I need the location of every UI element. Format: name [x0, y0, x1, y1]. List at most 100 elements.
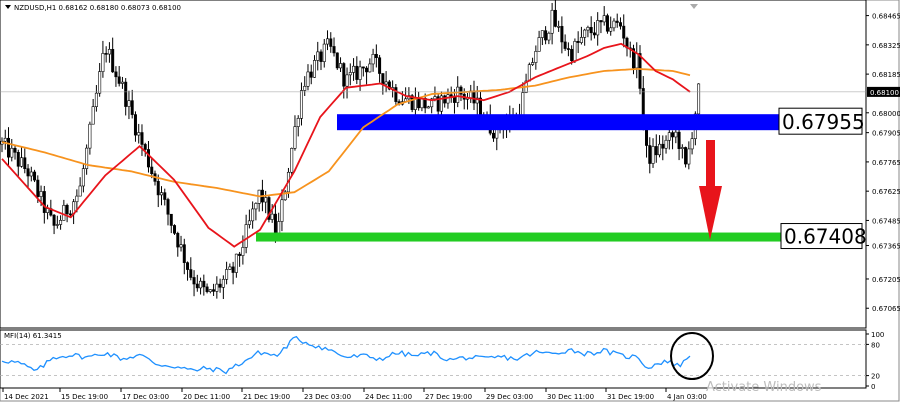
- mfi-panel[interactable]: [0, 329, 867, 389]
- arrow-group: [699, 140, 722, 240]
- scroll-marker-icon[interactable]: [690, 4, 698, 9]
- candle-body: [166, 199, 170, 215]
- candle-body: [394, 87, 398, 102]
- candle-body: [527, 64, 531, 82]
- candle-body: [101, 53, 105, 72]
- candle-body: [98, 71, 102, 94]
- candle-body: [264, 197, 268, 203]
- candle-body: [306, 71, 310, 87]
- candle-body: [446, 94, 450, 104]
- candle-body: [361, 66, 365, 69]
- time-tick-label: 27 Dec 19:00: [425, 393, 472, 401]
- candle-body: [537, 37, 541, 52]
- candle-body: [615, 20, 619, 23]
- time-tick-label: 17 Dec 03:00: [122, 393, 169, 401]
- candle-body: [697, 83, 701, 115]
- candle-body: [280, 199, 284, 222]
- candle-body: [160, 192, 164, 196]
- candle-body: [117, 76, 121, 84]
- candle-body: [550, 9, 554, 34]
- candle-body: [182, 244, 186, 263]
- candle-body: [234, 253, 238, 273]
- price-tick-label: 0.67065: [872, 305, 900, 313]
- candle-body: [384, 81, 388, 85]
- candle-body: [664, 139, 668, 149]
- candle-body: [475, 97, 479, 104]
- candle-body: [326, 38, 330, 45]
- ma-slow-line: [1, 67, 691, 198]
- candle-body: [570, 48, 574, 61]
- candle-body: [10, 147, 14, 158]
- candle-body: [534, 51, 538, 63]
- candle-body: [88, 123, 92, 149]
- candle-body: [352, 65, 356, 73]
- time-tick-label: 21 Dec 19:00: [243, 393, 290, 401]
- candle-body: [654, 146, 658, 156]
- time-tick-label: 14 Dec 2021: [4, 393, 49, 401]
- candle-body: [381, 73, 385, 85]
- candle-body: [137, 132, 141, 136]
- candle-body: [111, 49, 115, 73]
- candle-body: [52, 214, 56, 226]
- candle-body: [586, 27, 590, 31]
- candle-body: [199, 280, 203, 289]
- candle-body: [16, 152, 20, 167]
- candle-body: [560, 26, 564, 43]
- level-label-box: [780, 223, 863, 250]
- candle-body: [228, 266, 232, 270]
- candle-body: [130, 100, 134, 115]
- time-tick-label: 24 Dec 11:00: [365, 393, 412, 401]
- candle-body: [635, 53, 639, 69]
- candle-body: [186, 262, 190, 270]
- candle-body: [205, 286, 209, 292]
- candle-body: [329, 38, 333, 47]
- candle-body: [355, 65, 359, 80]
- mfi-label: MFI(14) 61.3415: [4, 332, 62, 340]
- candle-body: [680, 147, 684, 149]
- candle-body: [547, 32, 551, 41]
- candle-body: [65, 204, 69, 215]
- candle-body: [667, 132, 671, 141]
- candle-body: [33, 171, 37, 181]
- time-tick-label: 15 Dec 19:00: [61, 393, 108, 401]
- candle-body: [299, 90, 303, 119]
- candle-body: [687, 148, 691, 165]
- candle-body: [684, 147, 688, 165]
- candle-body: [566, 48, 570, 50]
- candle-body: [459, 86, 463, 95]
- candle-body: [443, 95, 447, 104]
- candle-body: [609, 27, 613, 32]
- mfi-line: [1, 335, 691, 375]
- dropdown-icon[interactable]: [5, 5, 11, 9]
- candle-body: [36, 179, 40, 197]
- candle-body: [277, 221, 281, 234]
- price-panel[interactable]: [0, 0, 867, 329]
- candle-body: [579, 37, 583, 43]
- candle-body: [247, 220, 251, 225]
- candle-body: [345, 74, 349, 87]
- candle-body: [254, 203, 258, 210]
- candle-body: [599, 20, 603, 23]
- candle-body: [221, 278, 225, 288]
- candle-body: [195, 283, 199, 289]
- mfi-tick-label: 100: [871, 331, 884, 339]
- candle-body: [456, 86, 460, 103]
- candle-body: [169, 213, 173, 226]
- mfi-tick-label: 20: [871, 373, 880, 381]
- candle-body: [23, 157, 27, 169]
- candle-body: [270, 213, 274, 220]
- time-tick-label: 31 Dec 19:00: [607, 393, 654, 401]
- price-tick-label: 0.67765: [872, 159, 900, 167]
- candle-body: [612, 20, 616, 29]
- candle-body: [273, 213, 277, 234]
- axes-group: 0.68465 0.68325 0.68185 0.68000 0.67905 0.677…: [0, 13, 900, 401]
- candle-body: [107, 49, 111, 55]
- candle-body: [661, 143, 665, 149]
- candle-body: [20, 157, 24, 167]
- candle-body: [114, 71, 118, 78]
- candle-body: [231, 266, 235, 273]
- candle-body: [62, 204, 66, 221]
- level-value-resistance: 0.67955: [782, 110, 865, 134]
